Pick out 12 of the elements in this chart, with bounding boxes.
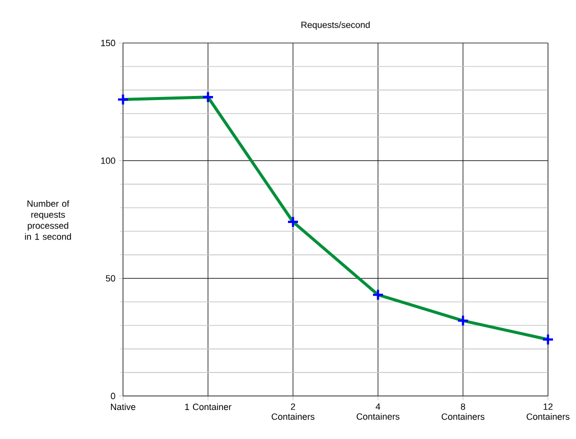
y-tick-label: 0 [110, 392, 116, 400]
x-tick-label: Native [110, 403, 136, 410]
y-tick-label: 100 [101, 157, 116, 164]
y-tick-label: 50 [106, 275, 116, 282]
x-tick-label: 8 Containers [442, 403, 484, 420]
x-tick-label: 1 Container [185, 403, 232, 410]
x-tick-label: 12 Containers [526, 403, 570, 420]
x-tick-label: 2 Containers [272, 403, 314, 420]
y-axis-title: Number of requests processed in 1 second [25, 200, 71, 240]
chart-title: Requests/second [301, 21, 370, 30]
x-tick-label: 4 Containers [356, 403, 400, 420]
y-tick-label: 150 [101, 40, 116, 46]
